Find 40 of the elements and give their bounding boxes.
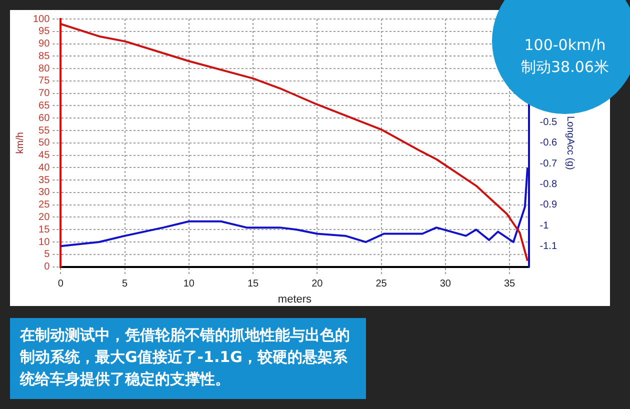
y2-tick-label: -1 xyxy=(540,220,550,232)
y2-tick-label: -0.7 xyxy=(540,158,558,170)
y-tick-label: 15 xyxy=(38,224,50,236)
x-tick-label: 25 xyxy=(376,278,388,290)
y-tick-label: 20 xyxy=(38,212,50,223)
x-tick-label: 10 xyxy=(183,278,195,290)
y2-tick-label: -0.9 xyxy=(540,200,558,211)
x-tick-label: 20 xyxy=(312,278,324,290)
y2-tick-label: -1.1 xyxy=(540,240,558,252)
x-axis-title: meters xyxy=(278,293,312,306)
y-tick-label: 90 xyxy=(38,38,50,50)
y-tick-label: 75 xyxy=(38,76,50,87)
y-tick-label: 80 xyxy=(38,63,50,74)
y-tick-label: 95 xyxy=(38,26,50,38)
x-tick-label: 15 xyxy=(247,278,260,290)
y-tick-label: 50 xyxy=(38,138,50,149)
y-tick-label: 100 xyxy=(32,14,50,25)
y2-tick-label: -0.6 xyxy=(540,138,558,149)
y-axis-title: km/h xyxy=(14,132,26,154)
text: 在制动测试中，凭借轮胎不错的抓地性能与出色的制动系统，最大G值接近了-1.1G，较硬的悬架系统给车身提供了稳定的支撑性。 xyxy=(10,318,366,399)
y-tick-label: 55 xyxy=(38,125,50,136)
y-tick-label: 0 xyxy=(44,262,50,273)
x-tick-label: 5 xyxy=(122,278,128,290)
y2-tick-label: -0.5 xyxy=(540,117,558,128)
y-tick-label: 5 xyxy=(44,249,50,260)
y-tick-label: 30 xyxy=(38,187,50,198)
x-tick-label: 0 xyxy=(58,278,64,290)
y-tick-label: 65 xyxy=(38,100,50,112)
x-tick-label: 35 xyxy=(504,278,516,290)
y-tick-label: 25 xyxy=(38,200,50,211)
x-tick-label: 30 xyxy=(440,278,452,290)
y-tick-label: 10 xyxy=(38,236,50,248)
y2-tick-label: -0.8 xyxy=(540,178,558,190)
y-tick-label: 60 xyxy=(38,112,50,124)
y2-axis-title: LongAcc (g) xyxy=(564,116,576,170)
y-tick-label: 45 xyxy=(38,150,50,162)
y-tick-label: 35 xyxy=(38,174,50,186)
y-tick-label: 70 xyxy=(38,88,50,100)
y-tick-label: 85 xyxy=(38,50,50,62)
y-tick-label: 40 xyxy=(38,162,50,174)
